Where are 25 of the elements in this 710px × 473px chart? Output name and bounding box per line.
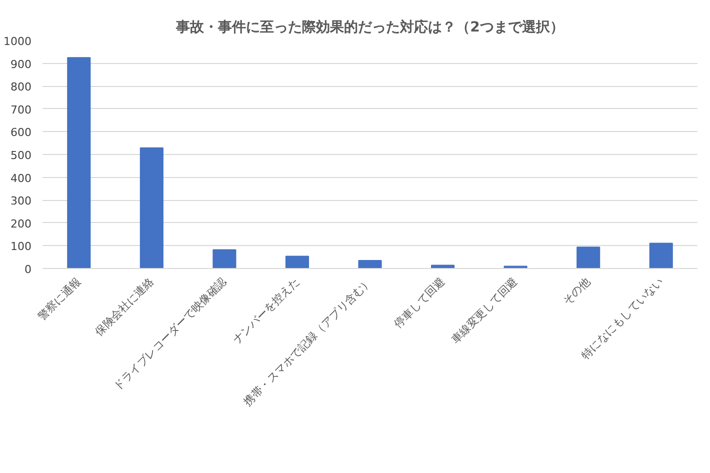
y-tick-label: 200: [10, 217, 32, 230]
bar: [285, 256, 310, 268]
bar: [140, 147, 164, 268]
x-tick-label: 保険会社に連絡: [92, 274, 156, 339]
bar: [649, 242, 673, 268]
y-tick-label: 700: [10, 103, 32, 116]
y-tick-label: 900: [10, 58, 32, 71]
y-tick-label: 400: [10, 172, 32, 185]
x-tick-label: 停車して回避: [392, 274, 448, 331]
y-tick-label: 0: [24, 263, 32, 276]
bar: [358, 260, 382, 268]
y-tick-label: 1000: [4, 35, 32, 48]
x-tick-label: 車線変更して回避: [448, 274, 520, 346]
y-tick-label: 100: [10, 240, 32, 254]
bar: [504, 266, 528, 268]
y-tick-label: 500: [10, 149, 32, 162]
bar: [576, 246, 600, 268]
y-tick-label: 800: [10, 80, 32, 94]
bar: [212, 249, 236, 268]
x-tick-label: その他: [560, 274, 593, 308]
x-tick-label: 警察に通報: [35, 274, 84, 323]
y-tick-label: 300: [10, 194, 32, 208]
bar: [67, 57, 91, 268]
y-tick-label: 600: [10, 126, 32, 140]
chart-title: 事故・事件に至った際効果的だった対応は？（2つまで選択）: [175, 18, 564, 36]
